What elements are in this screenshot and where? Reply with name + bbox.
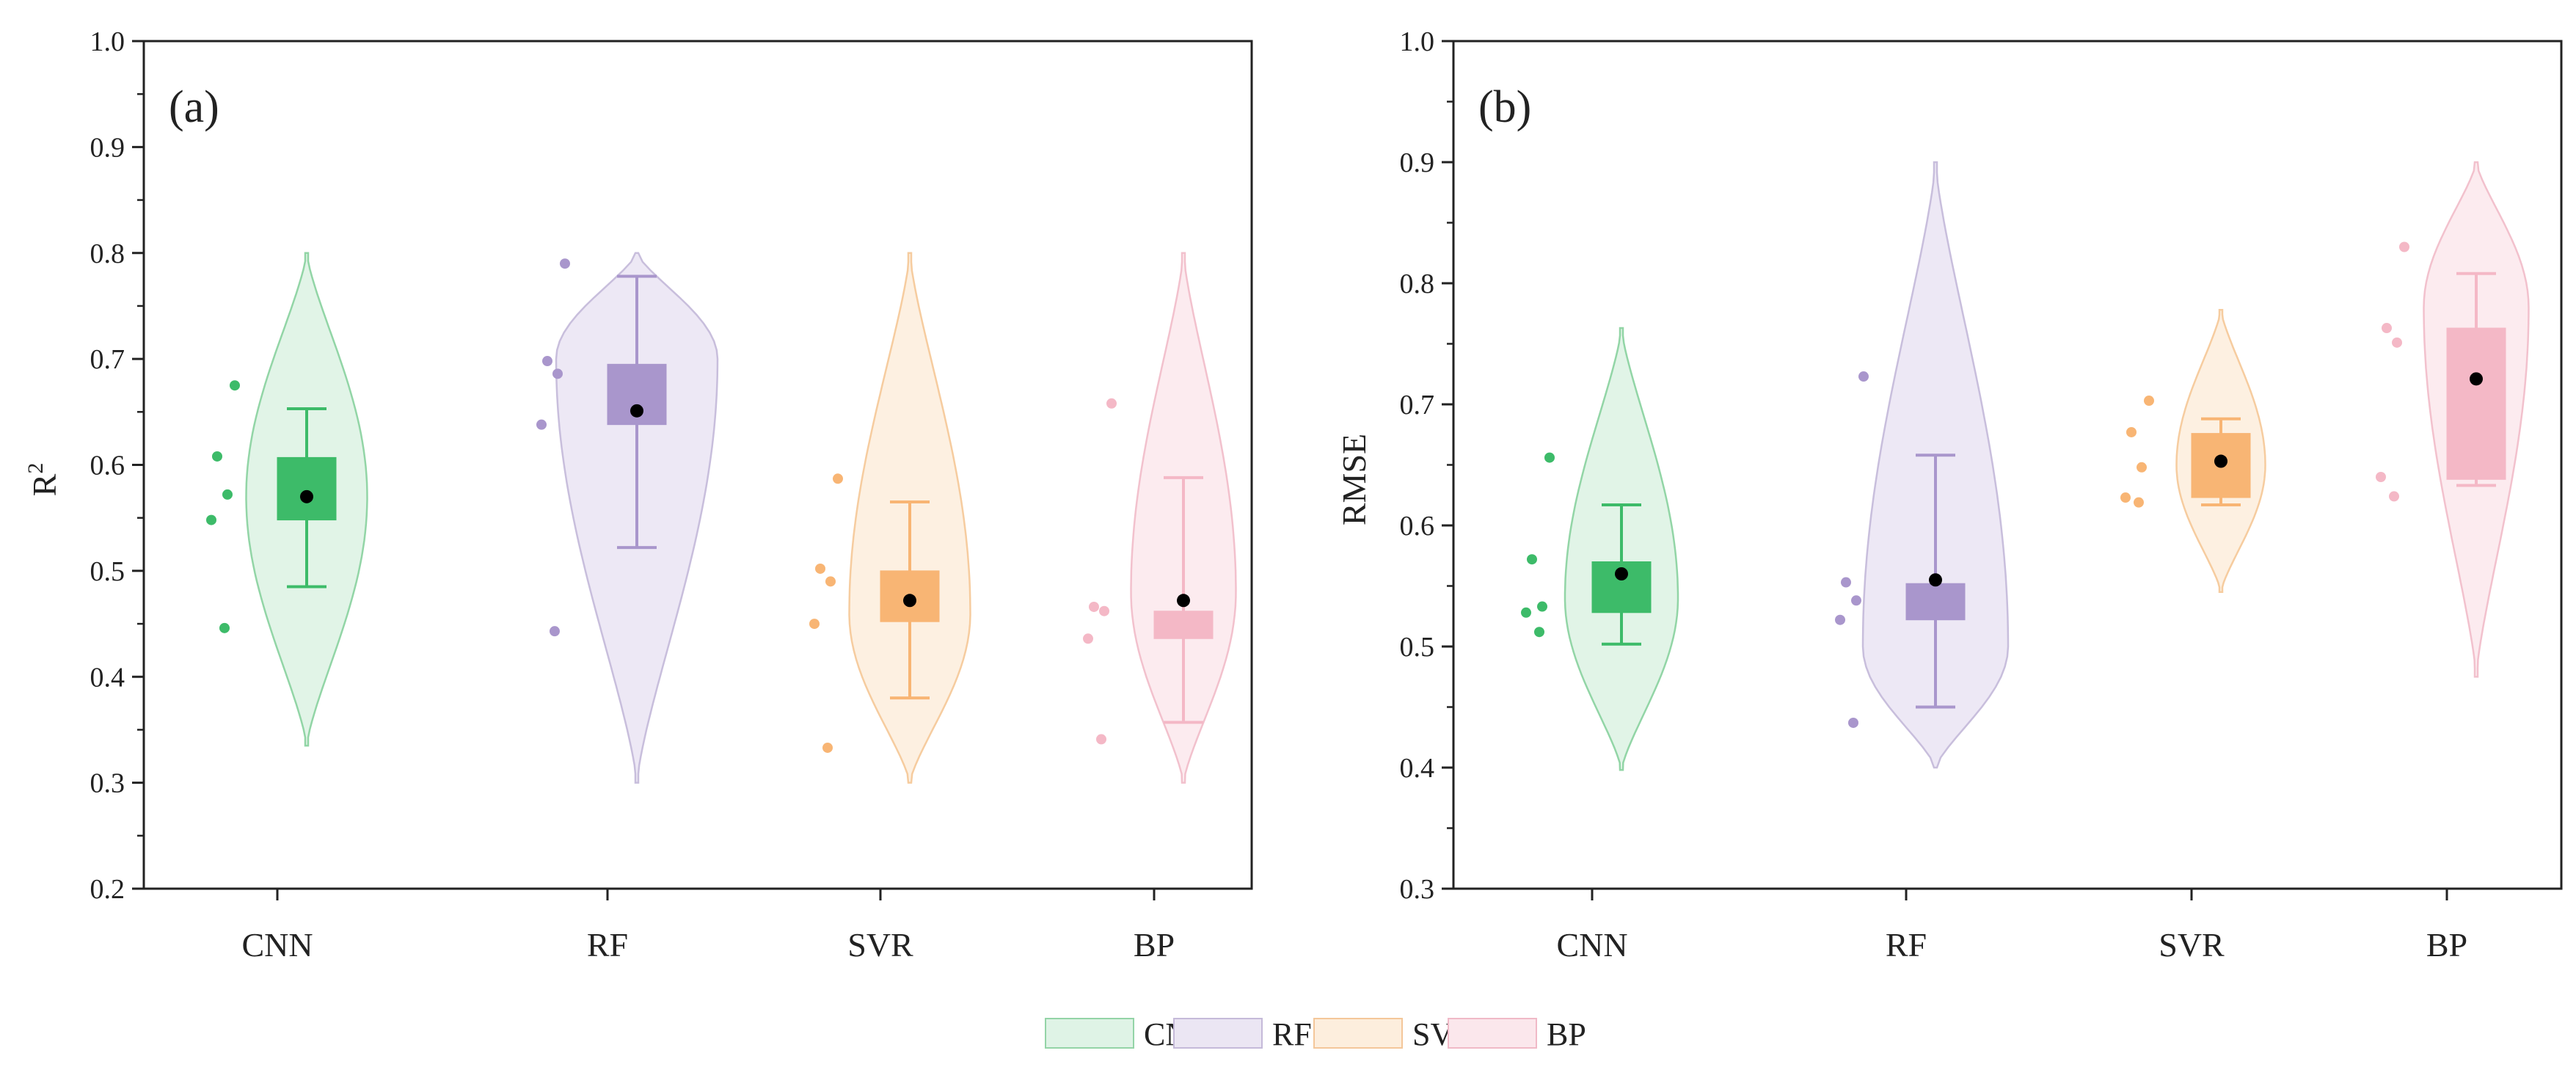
mean-marker bbox=[1929, 573, 1942, 587]
y-tick-label: 0.7 bbox=[90, 344, 125, 375]
data-point bbox=[825, 576, 836, 587]
y-tick-label: 0.2 bbox=[90, 874, 125, 905]
data-point bbox=[2376, 472, 2386, 482]
mean-marker bbox=[630, 404, 643, 418]
data-point bbox=[2126, 426, 2137, 437]
y-axis-label: R2 bbox=[23, 463, 63, 497]
data-point bbox=[1099, 605, 1109, 616]
y-tick-label: 0.7 bbox=[1400, 390, 1435, 420]
data-point bbox=[542, 356, 552, 367]
box-cnn bbox=[277, 456, 337, 521]
mean-marker bbox=[2214, 454, 2227, 468]
data-point bbox=[212, 451, 222, 462]
panel-b: 0.3 0.4 0.5 0.6 0.7 0.8 0.9 1.0 RMSE (b) CNN RF SVR B… bbox=[1335, 26, 2563, 964]
data-point bbox=[1841, 577, 1851, 588]
data-point bbox=[2392, 337, 2402, 348]
data-point bbox=[2137, 462, 2147, 473]
panel-label: (b) bbox=[1478, 82, 1531, 132]
data-point bbox=[1537, 601, 1547, 612]
y-tick-label: 0.4 bbox=[90, 662, 125, 693]
legend-swatch-rf bbox=[1173, 1018, 1263, 1049]
y-tick-label: 0.6 bbox=[90, 451, 125, 481]
data-point bbox=[1521, 607, 1531, 618]
mean-marker bbox=[1615, 567, 1628, 580]
y-tick-label: 1.0 bbox=[90, 26, 125, 57]
data-point bbox=[1858, 371, 1869, 382]
data-point bbox=[1089, 601, 1099, 612]
y-axis-label-superscript: 2 bbox=[23, 463, 48, 474]
legend-label-rf: RF bbox=[1272, 1016, 1312, 1052]
data-point bbox=[219, 622, 230, 633]
data-point bbox=[1848, 717, 1858, 728]
data-point bbox=[1527, 554, 1537, 565]
data-point bbox=[1096, 734, 1106, 745]
x-tick-label: SVR bbox=[847, 926, 913, 964]
data-point bbox=[2389, 491, 2399, 502]
y-tick-label: 0.9 bbox=[1400, 148, 1435, 178]
y-tick-label: 0.5 bbox=[1400, 632, 1435, 663]
panel-label: (a) bbox=[169, 82, 219, 132]
x-tick-label: RF bbox=[587, 926, 628, 964]
data-point bbox=[2382, 323, 2392, 334]
data-point bbox=[2134, 497, 2144, 508]
box-bp bbox=[1153, 611, 1214, 639]
y-axis-label: RMSE bbox=[1335, 434, 1373, 525]
x-tick-label: BP bbox=[2426, 926, 2467, 964]
box-bp bbox=[2446, 327, 2506, 480]
y-tick-label: 1.0 bbox=[1400, 26, 1435, 57]
data-point bbox=[1835, 614, 1845, 625]
data-point bbox=[1534, 627, 1544, 638]
y-tick-label: 0.3 bbox=[1400, 874, 1435, 905]
data-point bbox=[552, 368, 563, 379]
y-tick-label: 0.8 bbox=[1400, 269, 1435, 299]
legend-swatch-cnn bbox=[1045, 1018, 1134, 1049]
data-point bbox=[560, 258, 570, 269]
x-tick-label: CNN bbox=[241, 926, 313, 964]
x-tick-label: RF bbox=[1886, 926, 1927, 964]
panel-a: 0.2 0.3 0.4 0.5 0.6 0.7 0.8 0.9 1.0 R2 (a) CNN RF SVR… bbox=[23, 26, 1253, 964]
data-point bbox=[2144, 396, 2154, 407]
data-point bbox=[2120, 492, 2131, 503]
legend-swatch-bp bbox=[1448, 1018, 1537, 1049]
data-point bbox=[206, 514, 216, 525]
mean-marker bbox=[1177, 594, 1190, 608]
box-rf bbox=[1905, 583, 1966, 621]
data-point bbox=[822, 742, 833, 753]
legend-label-bp: BP bbox=[1547, 1016, 1586, 1052]
data-point bbox=[1544, 452, 1555, 463]
data-point bbox=[1851, 595, 1861, 606]
data-point bbox=[222, 489, 233, 500]
x-tick-label: CNN bbox=[1556, 926, 1627, 964]
mean-marker bbox=[903, 594, 916, 608]
mean-marker bbox=[2470, 372, 2483, 386]
mean-marker bbox=[300, 489, 313, 503]
y-tick-label: 0.6 bbox=[1400, 511, 1435, 542]
y-tick-label: 0.3 bbox=[90, 768, 125, 799]
legend-swatch-svr bbox=[1313, 1018, 1403, 1049]
data-point bbox=[1083, 633, 1093, 644]
x-tick-label: BP bbox=[1134, 926, 1175, 964]
data-point bbox=[809, 619, 820, 630]
data-point bbox=[833, 473, 843, 484]
y-tick-label: 0.4 bbox=[1400, 753, 1435, 784]
data-point bbox=[2399, 241, 2409, 252]
data-point bbox=[550, 626, 560, 637]
y-tick-label: 0.5 bbox=[90, 556, 125, 587]
y-tick-label: 0.8 bbox=[90, 238, 125, 269]
data-point bbox=[1106, 398, 1117, 409]
data-point bbox=[536, 419, 547, 430]
data-point bbox=[815, 563, 825, 574]
data-point bbox=[230, 380, 240, 391]
y-tick-label: 0.9 bbox=[90, 132, 125, 163]
x-tick-label: SVR bbox=[2159, 926, 2225, 964]
